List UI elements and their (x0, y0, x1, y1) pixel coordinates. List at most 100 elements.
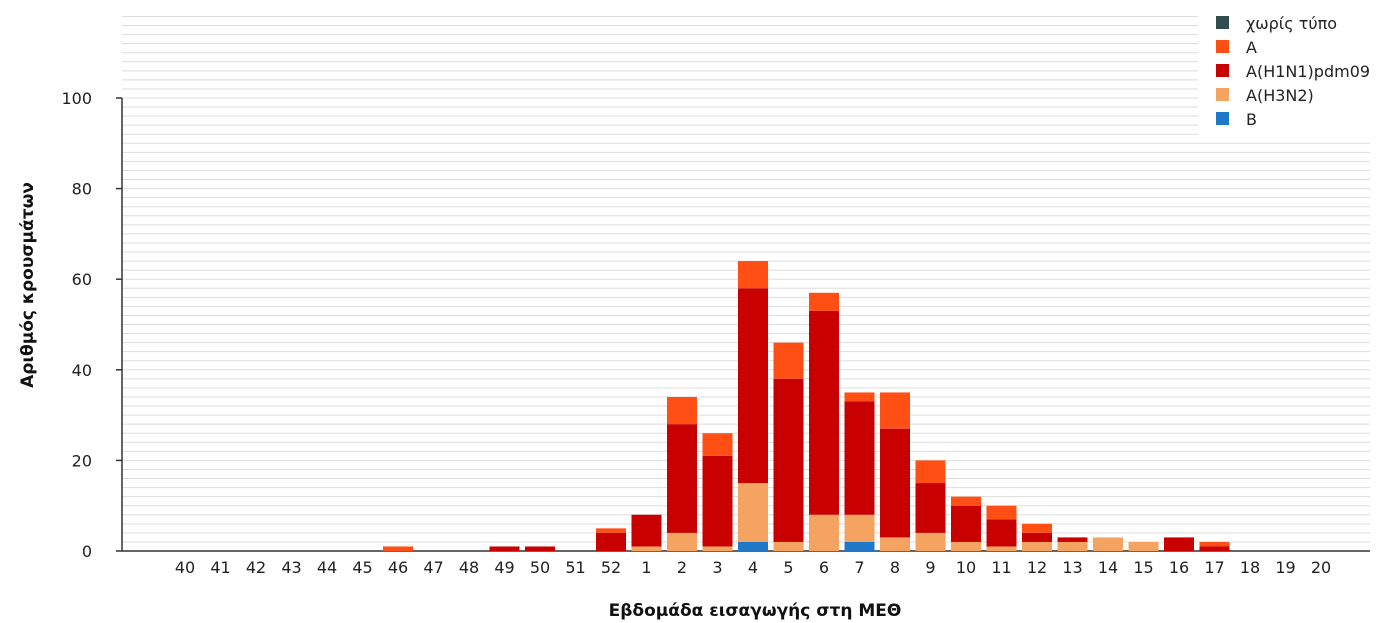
x-tick-label: 7 (854, 558, 864, 577)
x-tick-label: 1 (641, 558, 651, 577)
bar-segment (1022, 523, 1052, 533)
x-tick-label: 49 (494, 558, 514, 577)
bar-segment (489, 546, 520, 551)
x-tick-label: 50 (530, 558, 550, 577)
legend-label: χωρίς τύπο (1246, 14, 1337, 33)
x-tick-label: 20 (1311, 558, 1331, 577)
bar-segment (738, 541, 768, 551)
y-tick-labels: 0 20 40 60 80 100 (61, 89, 92, 561)
bar-segment (986, 519, 1017, 547)
bar-segment (1022, 541, 1052, 551)
x-tick-label: 40 (175, 558, 195, 577)
bar-segment (773, 378, 804, 542)
y-tick-label: 60 (72, 270, 92, 289)
x-tick-label: 3 (712, 558, 722, 577)
legend-label: A(H1N1)pdm09 (1246, 62, 1370, 81)
bar-segment (915, 460, 946, 484)
bar-segment (667, 396, 697, 425)
legend-swatch (1216, 64, 1229, 77)
x-tick-label: 15 (1133, 558, 1153, 577)
x-tick-label: 5 (783, 558, 793, 577)
bar-segment (880, 392, 910, 429)
bar-segment (1164, 537, 1194, 551)
bar-segment (1128, 541, 1159, 551)
x-tick-label: 11 (991, 558, 1011, 577)
bar-segment (773, 342, 804, 379)
legend-label: A (1246, 38, 1257, 57)
bar-segment (951, 496, 981, 506)
bar-segment (986, 546, 1017, 551)
y-tick-label: 40 (72, 361, 92, 380)
x-tick-label: 51 (565, 558, 585, 577)
x-tick-label: 48 (459, 558, 479, 577)
x-tick-label: 9 (925, 558, 935, 577)
x-tick-label: 2 (677, 558, 687, 577)
x-tick-label: 41 (210, 558, 230, 577)
bar-segment (844, 514, 875, 542)
bar-segment (596, 528, 626, 533)
legend-swatch (1216, 16, 1229, 29)
bar-segment (631, 514, 662, 547)
bar-segment (809, 310, 839, 515)
x-tick-label: 19 (1275, 558, 1295, 577)
legend: χωρίς τύπο A A(H1N1)pdm09 A(H3N2) B (1198, 6, 1378, 140)
bar-segment (915, 532, 946, 551)
y-tick-label: 100 (61, 89, 92, 108)
legend-label: B (1246, 110, 1257, 129)
bar-segment (631, 546, 662, 551)
x-tick-label: 4 (748, 558, 758, 577)
bar-segment (880, 537, 910, 551)
bar-segment (809, 514, 839, 551)
bar-segment (773, 541, 804, 551)
x-tick-label: 12 (1027, 558, 1047, 577)
x-tick-label: 8 (890, 558, 900, 577)
x-tick-label: 17 (1204, 558, 1224, 577)
bar-segment (702, 546, 733, 551)
x-axis-title: Εβδομάδα εισαγωγής στη ΜΕΘ (609, 601, 902, 621)
bar-segment (1093, 537, 1123, 551)
bar-segment (738, 261, 768, 289)
bar-segment (844, 541, 875, 551)
x-tick-label: 13 (1062, 558, 1082, 577)
legend-swatch (1216, 40, 1229, 53)
legend-swatch (1216, 88, 1229, 101)
x-tick-label: 10 (956, 558, 976, 577)
bar-segment (844, 392, 875, 402)
bar-segment (1199, 546, 1230, 551)
x-tick-label: 52 (601, 558, 621, 577)
x-tick-label: 43 (281, 558, 301, 577)
x-tick-label: 46 (388, 558, 408, 577)
bar-segment (702, 433, 733, 456)
bar-segment (1022, 532, 1052, 542)
bar-segment (1057, 541, 1088, 551)
legend-swatch (1216, 112, 1229, 125)
bar-segment (525, 546, 555, 551)
bar-segment (915, 483, 946, 533)
x-tick-label: 47 (423, 558, 443, 577)
x-tick-label: 14 (1098, 558, 1118, 577)
bar-segment (596, 532, 626, 551)
bar-segment (1199, 541, 1230, 547)
x-tick-label: 44 (317, 558, 337, 577)
legend-label: A(H3N2) (1246, 86, 1314, 105)
bar-segment (1057, 537, 1088, 542)
y-tick-label: 0 (82, 542, 92, 561)
x-tick-label: 45 (352, 558, 372, 577)
bars (383, 261, 1230, 551)
bar-segment (844, 401, 875, 515)
bar-segment (880, 428, 910, 538)
bar-segment (951, 541, 981, 551)
y-tick-label: 20 (72, 451, 92, 470)
x-tick-label: 16 (1169, 558, 1189, 577)
y-axis-title: Αριθμός κρουσμάτων (18, 182, 38, 388)
x-tick-labels: 40 41 42 43 44 45 46 47 48 49 50 51 52 1 2 3 4 5 6 7 8 9 10 11 1… (175, 558, 1331, 577)
y-tick-label: 80 (72, 180, 92, 199)
bar-segment (738, 483, 768, 542)
bar-segment (986, 505, 1017, 520)
bar-segment (809, 292, 839, 311)
x-tick-label: 18 (1240, 558, 1260, 577)
bar-segment (702, 455, 733, 547)
bar-segment (738, 288, 768, 484)
